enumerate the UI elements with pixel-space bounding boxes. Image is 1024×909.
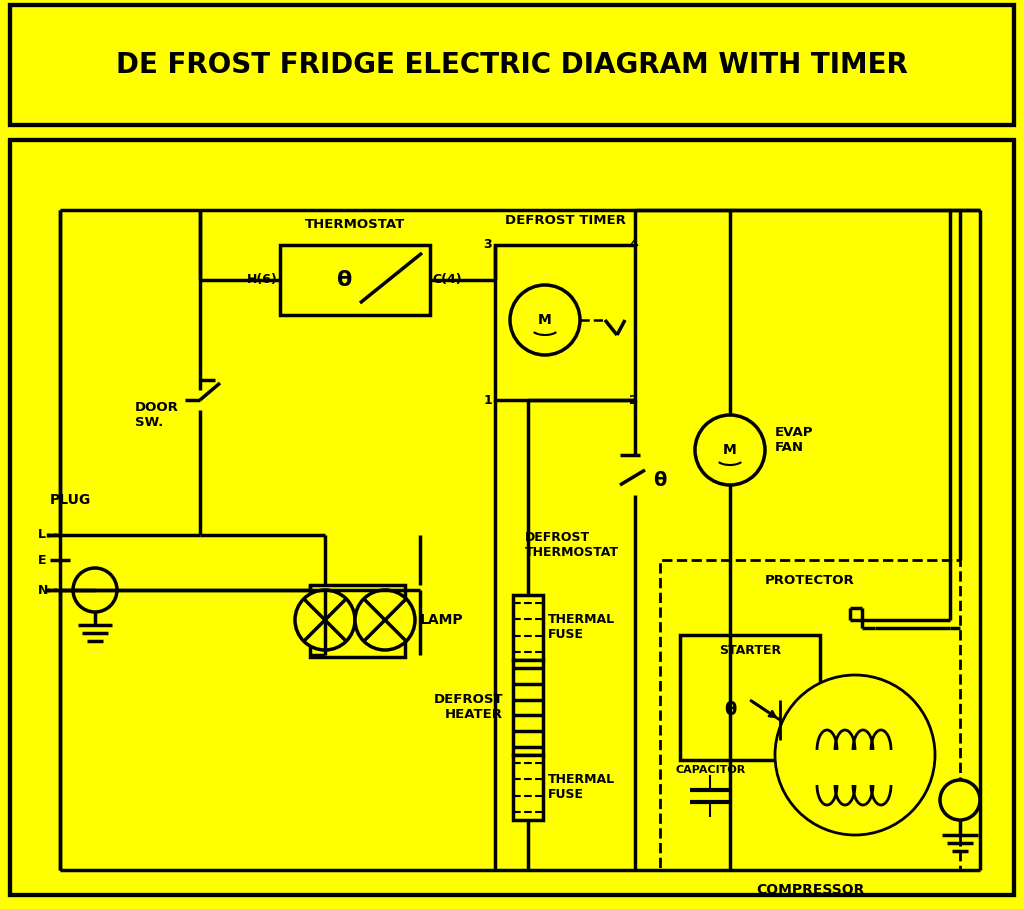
Bar bbox=[680, 635, 820, 760]
Text: COMPRESSOR: COMPRESSOR bbox=[756, 883, 864, 897]
Circle shape bbox=[73, 568, 117, 612]
Circle shape bbox=[295, 590, 355, 650]
Bar bbox=[280, 245, 430, 315]
Text: E: E bbox=[38, 554, 46, 566]
Text: STARTER: STARTER bbox=[719, 644, 781, 656]
Circle shape bbox=[695, 415, 765, 485]
Text: M: M bbox=[539, 313, 552, 327]
Text: θ: θ bbox=[724, 701, 736, 719]
Text: θ: θ bbox=[337, 270, 352, 290]
Bar bbox=[513, 755, 543, 820]
Bar bbox=[660, 560, 961, 870]
Text: THERMAL
FUSE: THERMAL FUSE bbox=[548, 773, 615, 801]
Text: C(4): C(4) bbox=[432, 274, 462, 286]
Text: M: M bbox=[723, 443, 737, 457]
Text: DEFROST
THERMOSTAT: DEFROST THERMOSTAT bbox=[525, 531, 618, 559]
Bar bbox=[10, 140, 1014, 895]
Text: N: N bbox=[38, 584, 48, 596]
Bar bbox=[10, 5, 1014, 125]
Text: EVAP
FAN: EVAP FAN bbox=[775, 426, 813, 454]
Text: DEFROST
HEATER: DEFROST HEATER bbox=[433, 693, 503, 721]
Text: DEFROST TIMER: DEFROST TIMER bbox=[505, 214, 626, 226]
Text: THERMOSTAT: THERMOSTAT bbox=[305, 218, 406, 232]
Circle shape bbox=[775, 675, 935, 835]
Text: DE FROST FRIDGE ELECTRIC DIAGRAM WITH TIMER: DE FROST FRIDGE ELECTRIC DIAGRAM WITH TI… bbox=[116, 51, 908, 79]
Bar bbox=[310, 585, 406, 657]
Circle shape bbox=[355, 590, 415, 650]
Circle shape bbox=[510, 285, 580, 355]
Text: PROTECTOR: PROTECTOR bbox=[765, 574, 855, 586]
Bar bbox=[513, 660, 543, 755]
Text: LAMP: LAMP bbox=[420, 613, 464, 627]
Text: L: L bbox=[38, 528, 46, 542]
Text: THERMAL
FUSE: THERMAL FUSE bbox=[548, 613, 615, 641]
Text: 2: 2 bbox=[630, 394, 638, 406]
Bar bbox=[10, 5, 1014, 125]
Bar bbox=[513, 595, 543, 660]
Circle shape bbox=[940, 780, 980, 820]
Text: 1: 1 bbox=[483, 394, 492, 406]
Text: 4: 4 bbox=[630, 238, 638, 252]
Bar bbox=[495, 245, 635, 400]
Text: H(6): H(6) bbox=[247, 274, 278, 286]
Text: CAPACITOR: CAPACITOR bbox=[675, 765, 745, 775]
Text: DOOR
SW.: DOOR SW. bbox=[135, 401, 179, 429]
Text: 3: 3 bbox=[483, 238, 492, 252]
Bar bbox=[10, 140, 1014, 895]
Text: θ: θ bbox=[653, 471, 667, 490]
Text: PLUG: PLUG bbox=[50, 493, 91, 507]
